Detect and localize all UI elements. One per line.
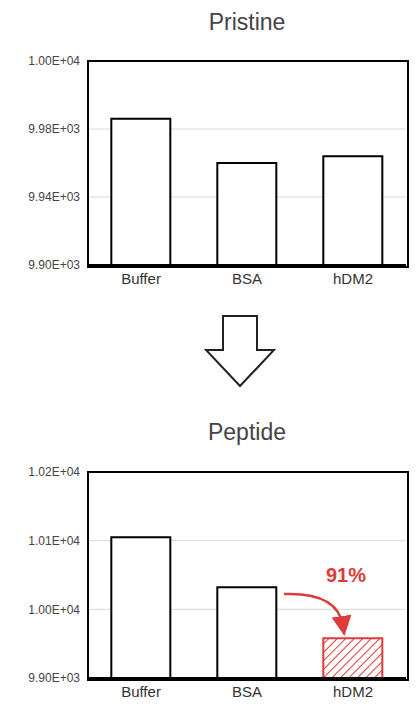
html-text:91%: 91%: [326, 564, 366, 586]
svg-text:1.02E+04: 1.02E+04: [28, 465, 80, 479]
svg-text:BSA: BSA: [232, 270, 262, 287]
svg-text:hDM2: hDM2: [333, 270, 373, 287]
svg-text:hDM2: hDM2: [333, 683, 373, 700]
html-text:Pristine: Pristine: [208, 9, 286, 35]
svg-text:Buffer: Buffer: [121, 270, 161, 287]
svg-text:9.90E+03: 9.90E+03: [28, 671, 80, 685]
svg-text:9.98E+03: 9.98E+03: [28, 122, 80, 136]
svg-text:1.00E+04: 1.00E+04: [28, 603, 80, 617]
svg-text:9.90E+03: 9.90E+03: [28, 258, 80, 272]
svg-text:9.94E+03: 9.94E+03: [28, 190, 80, 204]
html-text:Peptide: Peptide: [208, 419, 286, 445]
svg-text:1.01E+04: 1.01E+04: [28, 534, 80, 548]
svg-text:Buffer: Buffer: [121, 683, 161, 700]
svg-text:1.00E+04: 1.00E+04: [28, 54, 80, 68]
svg-text:BSA: BSA: [232, 683, 262, 700]
